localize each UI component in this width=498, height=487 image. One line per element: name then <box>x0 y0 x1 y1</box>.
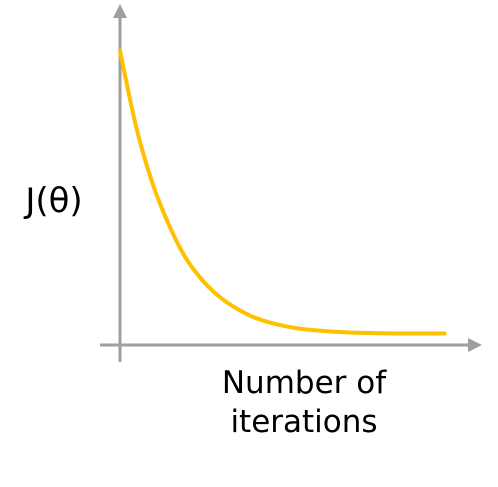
x-axis-arrow-icon <box>468 338 482 352</box>
axes <box>100 4 482 362</box>
x-axis-label-line1: Number of <box>222 365 387 401</box>
y-axis-arrow-icon <box>113 4 127 18</box>
x-axis-label-line2: iterations <box>230 404 377 440</box>
y-axis-label: J(θ) <box>23 181 82 221</box>
cost-curve <box>118 48 447 336</box>
